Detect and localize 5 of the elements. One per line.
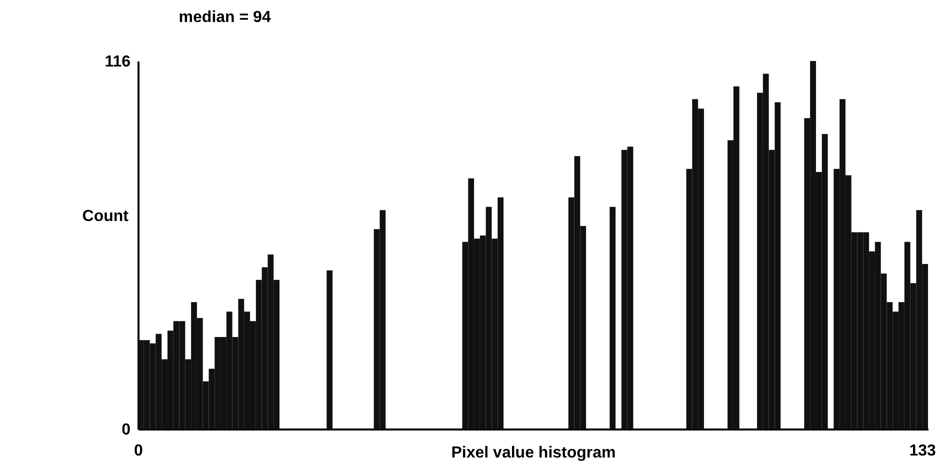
y-tick-label: 116 bbox=[104, 54, 131, 70]
x-tick-label: 133 bbox=[909, 442, 936, 460]
x-axis-title: Pixel value histogram bbox=[451, 444, 616, 462]
y-axis-title: Count bbox=[82, 208, 130, 226]
chart-title: median = 94 bbox=[178, 9, 271, 26]
